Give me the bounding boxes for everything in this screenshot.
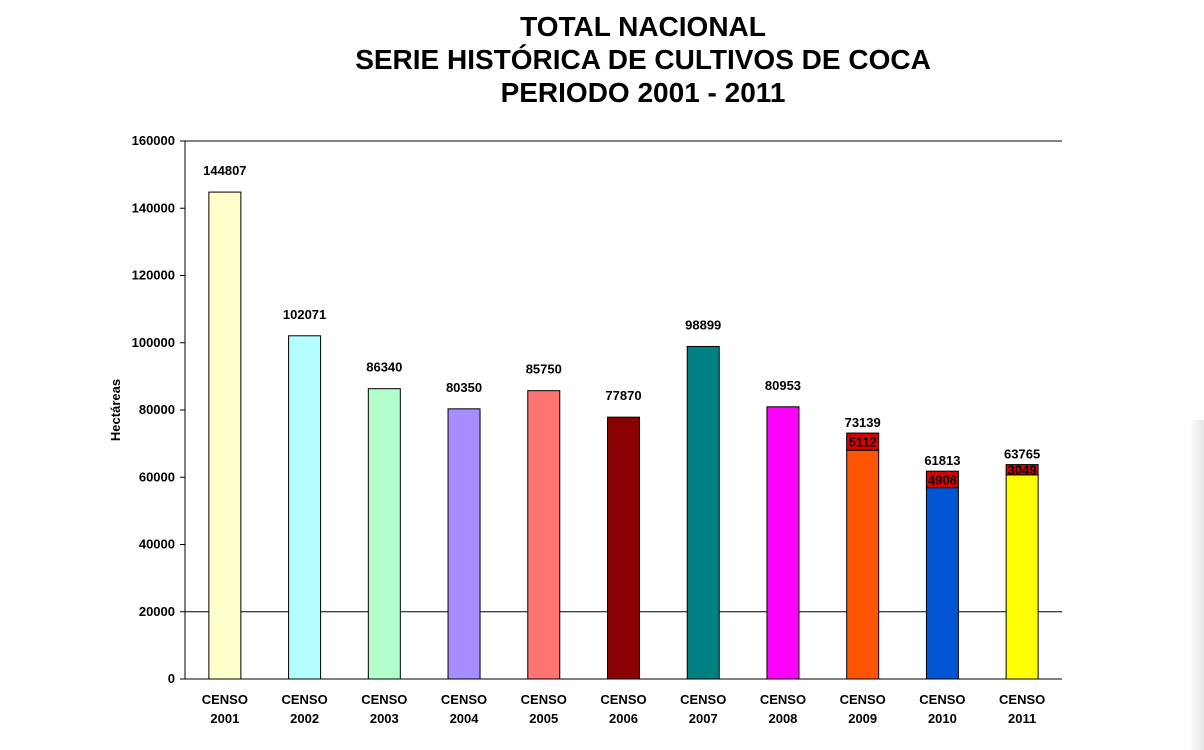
category-label: CENSO xyxy=(760,692,806,707)
data-label: 80953 xyxy=(765,378,801,393)
bars xyxy=(208,191,1039,680)
bar xyxy=(925,487,959,680)
bar-segment-top xyxy=(846,432,880,451)
category-label: CENSO xyxy=(919,692,965,707)
category-label: 2008 xyxy=(768,711,797,726)
chart-title: TOTAL NACIONAL SERIE HISTÓRICA DE CULTIV… xyxy=(0,10,1204,109)
y-tick-label: 100000 xyxy=(132,335,175,350)
category-label: CENSO xyxy=(202,692,248,707)
category-label: CENSO xyxy=(521,692,567,707)
data-label: 73139 xyxy=(845,415,881,430)
bar xyxy=(447,408,481,680)
bar xyxy=(607,416,640,680)
bar xyxy=(367,388,401,680)
category-label: CENSO xyxy=(680,692,726,707)
bar xyxy=(527,390,561,680)
title-line-2: SERIE HISTÓRICA DE CULTIVOS DE COCA xyxy=(355,44,931,75)
data-label: 144807 xyxy=(203,163,246,178)
bar xyxy=(208,191,242,680)
category-label: 2004 xyxy=(450,711,480,726)
y-tick-label: 20000 xyxy=(139,604,175,619)
y-tick-label: 160000 xyxy=(132,133,175,148)
bar xyxy=(846,449,880,680)
data-label: 86340 xyxy=(366,360,402,375)
category-label: 2010 xyxy=(928,711,957,726)
bar-segment-top xyxy=(925,470,959,489)
y-tick-labels: 0 20000 40000 60000 80000 100000 120000 140000 1… xyxy=(132,133,185,686)
category-label: 2006 xyxy=(609,711,638,726)
bar-segment-top xyxy=(1005,464,1039,476)
category-label: CENSO xyxy=(999,692,1045,707)
y-tick-label: 120000 xyxy=(132,268,175,283)
title-line-3: PERIODO 2001 - 2011 xyxy=(500,77,786,108)
category-label: 2003 xyxy=(370,711,399,726)
segment-label: 3049 xyxy=(1008,463,1037,478)
y-tick-label: 0 xyxy=(168,671,175,686)
category-label: 2001 xyxy=(210,711,239,726)
category-label: 2011 xyxy=(1008,711,1036,726)
bar xyxy=(766,406,800,680)
y-tick-label: 40000 xyxy=(139,537,175,552)
category-label: CENSO xyxy=(441,692,487,707)
category-label: CENSO xyxy=(281,692,327,707)
y-tick-label: 80000 xyxy=(139,402,175,417)
data-label: 61813 xyxy=(924,453,960,468)
category-label: CENSO xyxy=(600,692,646,707)
data-label: 85750 xyxy=(526,362,562,377)
page-edge-shadow xyxy=(1190,420,1204,750)
category-label: 2002 xyxy=(290,711,319,726)
category-label: CENSO xyxy=(840,692,886,707)
y-tick-label: 140000 xyxy=(132,200,175,215)
data-label: 77870 xyxy=(605,388,641,403)
category-labels: CENSO 2001 CENSO 2002 CENSO 2003 CENSO 2004 CENS… xyxy=(202,692,1046,726)
y-tick-label: 60000 xyxy=(139,469,175,484)
category-label: 2007 xyxy=(689,711,718,726)
category-label: 2005 xyxy=(529,711,558,726)
category-label: CENSO xyxy=(361,692,407,707)
segment-label: 4908 xyxy=(928,472,957,487)
bar xyxy=(288,335,322,680)
data-labels: 144807 102071 86340 80350 85750 77870 98899 809… xyxy=(203,163,1040,487)
y-axis-label: Hectáreas xyxy=(108,379,123,441)
bar xyxy=(686,345,720,680)
title-line-1: TOTAL NACIONAL xyxy=(520,11,766,42)
bar xyxy=(1005,474,1039,680)
data-label: 98899 xyxy=(685,317,721,332)
segment-label: 5112 xyxy=(849,435,877,450)
category-label: 2009 xyxy=(848,711,877,726)
data-label: 102071 xyxy=(283,307,326,322)
data-label: 63765 xyxy=(1004,447,1040,462)
data-label: 80350 xyxy=(446,380,482,395)
